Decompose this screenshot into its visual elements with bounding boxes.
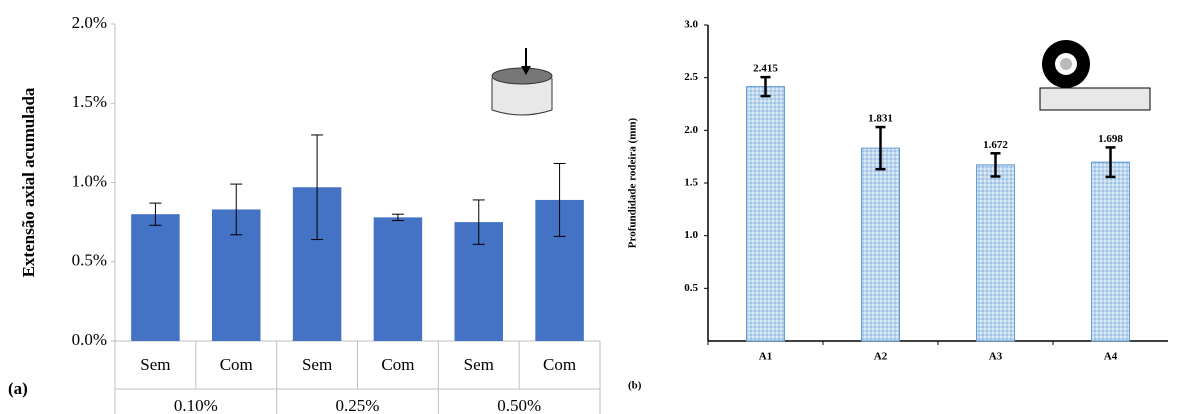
panel-label: (b) bbox=[628, 380, 642, 392]
x-tick-label: Sem bbox=[140, 355, 170, 374]
bar bbox=[861, 147, 900, 342]
y-tick-label: 0.0% bbox=[72, 330, 107, 349]
y-axis-label: Profundidade rodeira (mm) bbox=[627, 117, 639, 248]
bar bbox=[976, 164, 1015, 342]
value-label: 1.698 bbox=[1098, 133, 1123, 145]
x-tick-label: Com bbox=[381, 355, 414, 374]
value-label: 2.415 bbox=[753, 63, 778, 75]
x-tick-label: A1 bbox=[759, 351, 772, 363]
y-tick-label: 1.5 bbox=[684, 177, 698, 189]
cylinder-icon bbox=[491, 48, 553, 116]
group-label: 0.50% bbox=[497, 396, 541, 414]
y-tick-label: 1.0 bbox=[684, 229, 698, 241]
y-axis-label: Extensão axial acumulada bbox=[19, 87, 38, 277]
value-label: 1.831 bbox=[868, 113, 893, 125]
chart-b: 0.5 1.0 1.5 2.0 2.5 3.0 Profundidade rodeira (… bbox=[627, 19, 1168, 392]
value-label: 1.672 bbox=[983, 139, 1008, 151]
y-tick-label: 2.0 bbox=[684, 124, 698, 136]
bar bbox=[373, 217, 423, 341]
y-tick-label: 2.0% bbox=[72, 13, 107, 32]
panel-label: (a) bbox=[8, 379, 28, 398]
x-tick-label: Com bbox=[543, 355, 576, 374]
bar bbox=[1091, 161, 1130, 342]
y-tick-label: 0.5 bbox=[684, 282, 698, 294]
y-tick-label: 1.5% bbox=[72, 92, 107, 111]
y-tick-label: 3.0 bbox=[684, 19, 698, 31]
x-tick-label: A4 bbox=[1104, 351, 1118, 363]
bar bbox=[131, 214, 180, 341]
group-label: 0.10% bbox=[174, 396, 218, 414]
x-tick-label: Com bbox=[220, 355, 253, 374]
y-tick-label: 1.0% bbox=[72, 171, 107, 190]
y-tick-label: 0.5% bbox=[72, 251, 107, 270]
wheel-icon bbox=[1039, 40, 1151, 111]
group-label: 0.25% bbox=[336, 396, 380, 414]
bar bbox=[746, 86, 785, 342]
x-tick-label: A2 bbox=[874, 351, 888, 363]
x-tick-label: A3 bbox=[989, 351, 1003, 363]
x-tick-label: Sem bbox=[302, 355, 332, 374]
x-tick-label: Sem bbox=[464, 355, 494, 374]
chart-a: 0.0% 0.5% 1.0% 1.5% 2.0% Extensão axial acumu… bbox=[8, 13, 601, 414]
y-tick-label: 2.5 bbox=[684, 71, 698, 83]
